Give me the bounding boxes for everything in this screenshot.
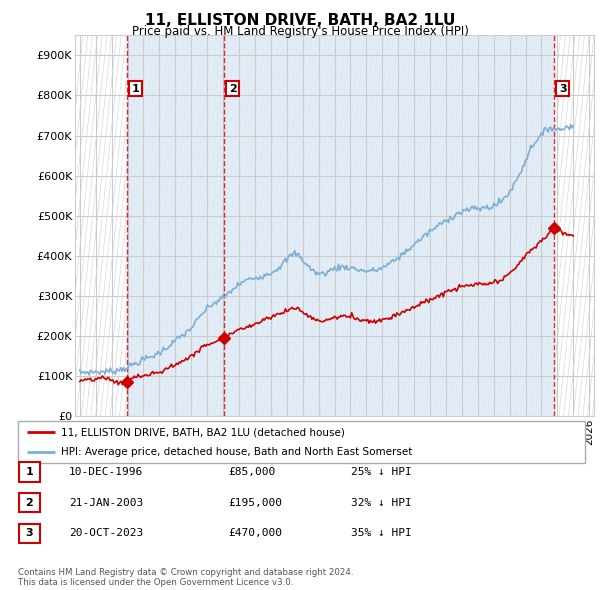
Text: 2: 2 [229, 84, 236, 94]
Text: 32% ↓ HPI: 32% ↓ HPI [351, 498, 412, 507]
Text: 20-OCT-2023: 20-OCT-2023 [69, 529, 143, 538]
Text: Contains HM Land Registry data © Crown copyright and database right 2024.
This d: Contains HM Land Registry data © Crown c… [18, 568, 353, 587]
Text: 35% ↓ HPI: 35% ↓ HPI [351, 529, 412, 538]
Text: £195,000: £195,000 [228, 498, 282, 507]
Text: 11, ELLISTON DRIVE, BATH, BA2 1LU (detached house): 11, ELLISTON DRIVE, BATH, BA2 1LU (detac… [61, 427, 344, 437]
Text: 1: 1 [26, 467, 33, 477]
Text: £470,000: £470,000 [228, 529, 282, 538]
Text: 1: 1 [131, 84, 139, 94]
Text: 10-DEC-1996: 10-DEC-1996 [69, 467, 143, 477]
Text: HPI: Average price, detached house, Bath and North East Somerset: HPI: Average price, detached house, Bath… [61, 447, 412, 457]
Text: 11, ELLISTON DRIVE, BATH, BA2 1LU: 11, ELLISTON DRIVE, BATH, BA2 1LU [145, 13, 455, 28]
Text: Price paid vs. HM Land Registry's House Price Index (HPI): Price paid vs. HM Land Registry's House … [131, 25, 469, 38]
Text: 2: 2 [26, 498, 33, 507]
Text: 3: 3 [26, 529, 33, 538]
Text: 25% ↓ HPI: 25% ↓ HPI [351, 467, 412, 477]
Text: 21-JAN-2003: 21-JAN-2003 [69, 498, 143, 507]
Text: 3: 3 [559, 84, 566, 94]
Text: £85,000: £85,000 [228, 467, 275, 477]
